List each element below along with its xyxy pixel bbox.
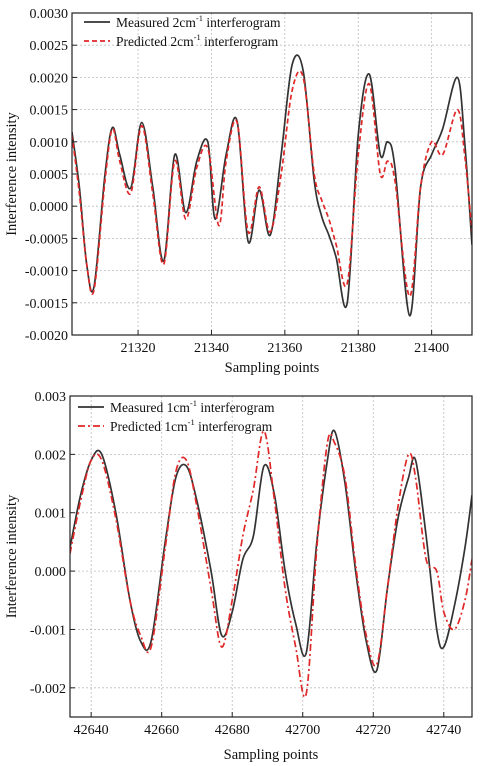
x-tick-label: 21340 <box>194 341 229 356</box>
chart-2: 42640 42660 42680 42700 42720 42740 -0.002 -0.0… <box>4 390 473 763</box>
y-tick-label: 0.001 <box>35 507 67 522</box>
y-tick-label: -0.0015 <box>25 297 68 312</box>
legend-label-superscript: -1 <box>196 13 203 23</box>
y-tick-label: -0.0020 <box>25 329 68 344</box>
y-tick-label: 0.0015 <box>30 104 69 119</box>
y-tick-label: -0.002 <box>30 682 66 697</box>
y-tick-label: 0.003 <box>35 390 67 405</box>
legend-predicted-label: Predicted 2cm-1 interferogram <box>116 32 279 49</box>
x-tick-label: 42640 <box>74 723 109 738</box>
x-tick-label: 21380 <box>341 341 376 356</box>
measured-series-line <box>72 54 472 317</box>
y-tick-label: 0.0030 <box>30 7 69 22</box>
x-axis-title: Sampling points <box>225 360 320 376</box>
legend-label-superscript: -1 <box>190 398 197 408</box>
y-tick-label: -0.0005 <box>25 232 68 247</box>
x-tick-label: 21320 <box>121 341 156 356</box>
plot-frame <box>69 395 473 718</box>
y-axis-title: Interference intensity <box>4 494 20 618</box>
legend-label-superscript: -1 <box>194 32 201 42</box>
series-group <box>72 54 472 317</box>
y-tick-label: -0.0010 <box>25 265 68 280</box>
predicted-series-line <box>70 430 472 698</box>
x-tick-label: 21400 <box>414 341 449 356</box>
legend-label-main: Predicted 2cm <box>116 34 194 49</box>
x-axis-title: Sampling points <box>224 747 319 763</box>
legend-measured-label: Measured 1cm-1 interferogram <box>110 398 275 415</box>
y-tick-label: -0.001 <box>30 623 66 638</box>
legend-label-suffix: interferogram <box>203 15 281 30</box>
x-tick-label: 21360 <box>267 341 302 356</box>
legend-label-suffix: interferogram <box>197 400 275 415</box>
legend-predicted-label: Predicted 1cm-1 interferogram <box>110 417 273 434</box>
legend-label-main: Predicted 1cm <box>110 419 188 434</box>
y-axis-title: Interference intensity <box>4 111 20 235</box>
x-tick-label: 42700 <box>285 723 320 738</box>
y-tick-label: 0.0025 <box>30 39 69 54</box>
x-tick-label: 42660 <box>144 723 179 738</box>
y-tick-label: 0.000 <box>35 565 67 580</box>
y-tick-label: 0.0010 <box>30 136 69 151</box>
x-tick-label: 42740 <box>426 723 461 738</box>
legend-label-suffix: interferogram <box>195 419 273 434</box>
legend-label-main: Measured 2cm <box>116 15 196 30</box>
chart-1: 21320 21340 21360 21380 21400 -0.0020 -0.0015 -… <box>4 7 473 376</box>
legend-measured-label: Measured 2cm-1 interferogram <box>116 13 281 30</box>
x-tick-label: 42720 <box>356 723 391 738</box>
y-tick-label: 0.0005 <box>30 168 69 183</box>
legend-label-main: Measured 1cm <box>110 400 190 415</box>
predicted-series-line <box>72 70 472 298</box>
y-tick-label: 0.0000 <box>30 200 69 215</box>
series-group <box>70 429 472 698</box>
y-tick-label: 0.002 <box>35 448 67 463</box>
legend-label-superscript: -1 <box>188 417 195 427</box>
plot-frame <box>71 12 473 336</box>
legend-label-suffix: interferogram <box>201 34 279 49</box>
x-tick-label: 42680 <box>215 723 250 738</box>
y-tick-label: 0.0020 <box>30 71 69 86</box>
